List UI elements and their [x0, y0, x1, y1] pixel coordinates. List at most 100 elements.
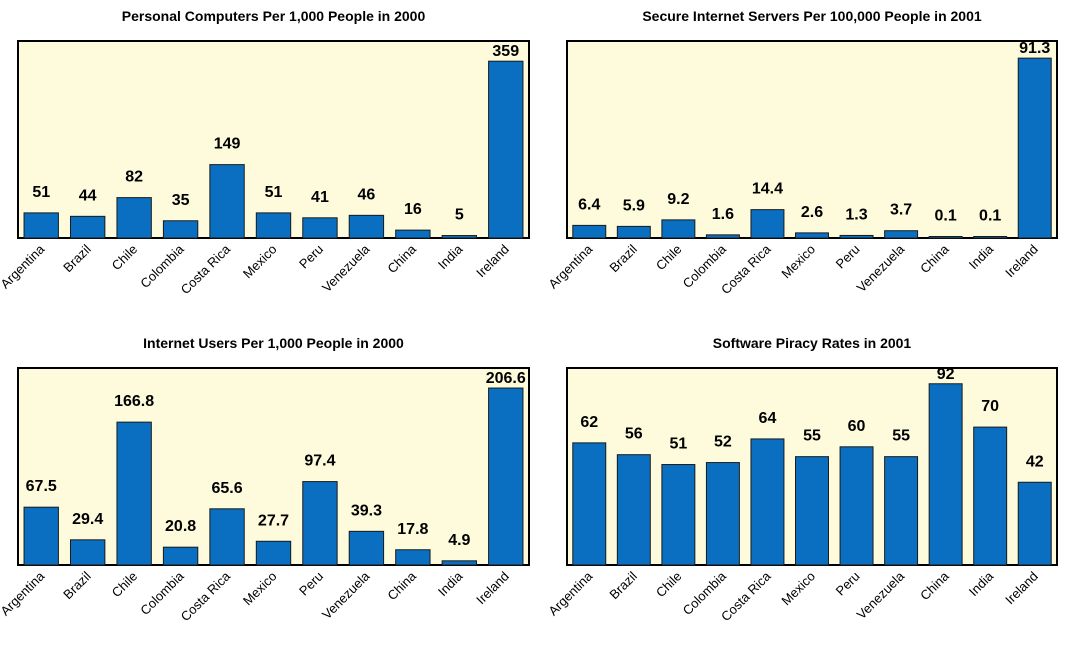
bar — [24, 213, 58, 238]
category-label: Peru — [833, 569, 863, 599]
bar — [117, 198, 151, 238]
value-label: 91.3 — [1019, 40, 1050, 57]
bar — [662, 220, 695, 238]
value-label: 70 — [981, 398, 999, 415]
category-label: Chile — [109, 569, 141, 601]
bar — [24, 507, 58, 565]
value-label: 62 — [580, 414, 598, 431]
bar — [1018, 58, 1051, 238]
value-label: 17.8 — [397, 521, 428, 538]
category-label: Chile — [653, 242, 685, 274]
bar — [163, 221, 197, 238]
bar — [617, 455, 650, 565]
value-label: 359 — [492, 43, 519, 60]
category-label: Brazil — [60, 241, 94, 275]
bar — [396, 550, 430, 565]
bar — [751, 210, 784, 238]
category-label: China — [384, 241, 419, 276]
category-label: Argentina — [545, 241, 596, 292]
value-label: 4.9 — [448, 532, 470, 549]
bar — [840, 235, 873, 238]
chart-title: Secure Internet Servers Per 100,000 Peop… — [642, 8, 982, 24]
bar — [662, 465, 695, 565]
value-label: 42 — [1026, 453, 1044, 470]
category-label: India — [966, 568, 997, 599]
chart-panel-4: Software Piracy Rates in 2001 62 Argentina… — [545, 335, 1057, 624]
bar — [210, 165, 244, 238]
category-label: Venezuela — [854, 241, 908, 295]
value-label: 20.8 — [165, 518, 196, 535]
value-label: 0.1 — [979, 208, 1001, 225]
bar — [442, 236, 476, 238]
chart-panel-2: Secure Internet Servers Per 100,000 Peop… — [545, 8, 1057, 297]
value-label: 56 — [625, 426, 643, 443]
category-label: Mexico — [240, 242, 280, 282]
value-label: 1.6 — [712, 206, 734, 223]
value-label: 39.3 — [351, 502, 382, 519]
value-label: 0.1 — [935, 208, 957, 225]
value-label: 92 — [937, 366, 955, 383]
category-label: Argentina — [0, 568, 48, 619]
bar — [706, 235, 739, 238]
category-label: Costa Rica — [178, 241, 234, 297]
value-label: 82 — [125, 169, 143, 186]
bar — [349, 215, 383, 238]
bar — [974, 237, 1007, 239]
value-label: 1.3 — [845, 206, 867, 223]
category-label: Costa Rica — [178, 568, 234, 624]
value-label: 41 — [311, 189, 329, 206]
bar — [1018, 482, 1051, 565]
bar — [489, 61, 523, 238]
category-label: Ireland — [473, 569, 512, 608]
category-label: Brazil — [60, 568, 94, 602]
bar — [796, 233, 829, 238]
category-label: Mexico — [778, 242, 818, 282]
category-label: India — [435, 568, 466, 599]
value-label: 52 — [714, 434, 732, 451]
bar — [929, 384, 962, 565]
category-label: Ireland — [1002, 242, 1041, 281]
category-label: China — [917, 241, 952, 276]
category-label: Ireland — [473, 242, 512, 281]
bar — [885, 457, 918, 565]
value-label: 97.4 — [304, 453, 335, 470]
value-label: 55 — [892, 428, 910, 445]
bar — [840, 447, 873, 565]
bar — [396, 230, 430, 238]
category-label: Peru — [296, 569, 326, 599]
value-label: 166.8 — [114, 393, 154, 410]
category-label: Venezuela — [319, 241, 373, 295]
value-label: 3.7 — [890, 202, 912, 219]
category-label: Costa Rica — [718, 568, 774, 624]
bar — [573, 225, 606, 238]
bar — [256, 541, 290, 565]
category-label: Chile — [109, 242, 141, 274]
value-label: 51 — [669, 436, 687, 453]
category-label: Mexico — [778, 569, 818, 609]
value-label: 35 — [172, 192, 190, 209]
bar — [256, 213, 290, 238]
bar — [617, 226, 650, 238]
bar — [303, 482, 337, 565]
bar — [706, 463, 739, 565]
bar — [303, 218, 337, 238]
chart-title: Software Piracy Rates in 2001 — [713, 335, 912, 351]
category-label: Ireland — [1002, 569, 1041, 608]
bar — [974, 427, 1007, 565]
category-label: Venezuela — [319, 568, 373, 622]
value-label: 55 — [803, 428, 821, 445]
value-label: 6.4 — [578, 196, 600, 213]
bar — [489, 388, 523, 565]
category-label: Argentina — [545, 568, 596, 619]
chart-panel-3: Internet Users Per 1,000 People in 20006… — [0, 335, 529, 624]
bar — [442, 561, 476, 565]
value-label: 51 — [265, 184, 283, 201]
value-label: 65.6 — [211, 480, 242, 497]
plot-area — [18, 41, 529, 238]
category-label: China — [917, 568, 952, 603]
value-label: 44 — [79, 187, 97, 204]
category-label: Venezuela — [854, 568, 908, 622]
bar — [70, 216, 104, 238]
value-label: 29.4 — [72, 511, 103, 528]
